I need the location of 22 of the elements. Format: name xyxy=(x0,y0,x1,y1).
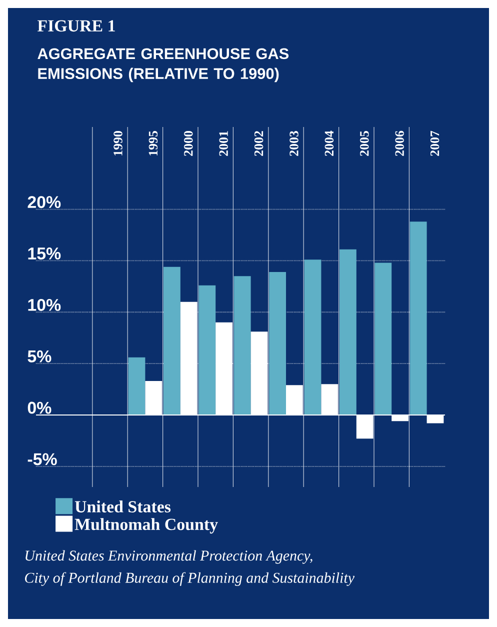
x-tick-label: 2003 xyxy=(290,130,298,156)
chart-title: FIGURE 1 xyxy=(37,20,115,32)
x-tick-label: 2002 xyxy=(254,131,264,156)
x-tick-label: 2006 xyxy=(395,130,404,156)
y-tick-label: 20% xyxy=(28,196,61,208)
y-tick-label: 5% xyxy=(28,350,52,362)
legend-label: Multnomah County xyxy=(74,518,218,534)
y-tick-label: 0% xyxy=(28,402,52,414)
x-tick-label: 2005 xyxy=(360,130,369,156)
y-tick-label: -5% xyxy=(28,453,57,466)
x-tick-label: 2004 xyxy=(324,130,334,156)
y-tick-label: 10% xyxy=(28,298,61,311)
y-tick-label: 15% xyxy=(28,248,61,260)
x-tick-label: 2007 xyxy=(430,130,440,156)
x-tick-label: 1995 xyxy=(148,130,158,156)
text: City of Portland Bureau of Planning and Sustainability xyxy=(25,572,355,586)
x-tick-label: 2001 xyxy=(219,131,228,156)
chart-subtitle: AGGREGATE GREENHOUSE GAS EMISSIONS (RELATIVE TO 1990) xyxy=(38,48,289,82)
text: United States Environmental Protection Agency, xyxy=(26,550,312,564)
x-tick-label: 2000 xyxy=(184,131,193,156)
x-tick-label: 1990 xyxy=(114,131,122,156)
legend-label: United States xyxy=(74,500,171,512)
